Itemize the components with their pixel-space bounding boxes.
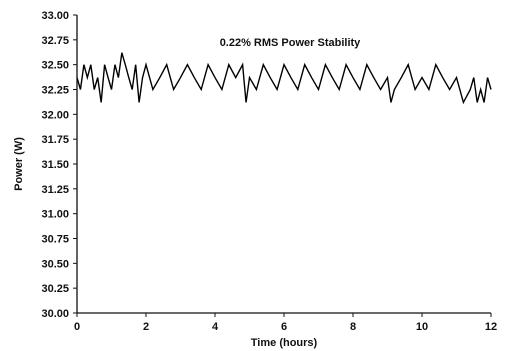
x-tick-label: 4	[212, 321, 219, 333]
y-tick-label: 32.00	[41, 109, 69, 121]
y-tick-label: 30.00	[41, 308, 69, 320]
x-tick-label: 6	[281, 321, 287, 333]
y-tick-label: 33.00	[41, 10, 69, 22]
chart-annotation: 0.22% RMS Power Stability	[220, 37, 361, 49]
x-tick-label: 2	[143, 321, 149, 333]
y-tick-label: 30.50	[41, 258, 69, 270]
y-tick-label: 31.75	[41, 134, 69, 146]
y-tick-label: 31.50	[41, 159, 69, 171]
y-tick-label: 32.50	[41, 60, 69, 72]
y-tick-label: 30.75	[41, 234, 69, 246]
x-tick-label: 10	[416, 321, 428, 333]
x-tick-label: 8	[350, 321, 356, 333]
y-tick-label: 32.25	[41, 85, 69, 97]
y-tick-label: 31.25	[41, 184, 69, 196]
y-axis-ticks: 30.00 30.25 30.50 30.75 31.00 31.25 31.50 31.75…	[41, 10, 77, 320]
y-tick-label: 31.00	[41, 209, 69, 221]
plot-area	[76, 52, 492, 105]
x-tick-label: 12	[485, 321, 497, 333]
y-tick-label: 32.75	[41, 35, 69, 47]
y-axis-label: Power (W)	[13, 137, 25, 191]
y-tick-label: 30.25	[41, 283, 69, 295]
x-axis-label: Time (hours)	[251, 337, 318, 349]
x-axis-ticks: 0 2 4 6 8 10 12	[74, 313, 497, 333]
x-tick-label: 0	[74, 321, 80, 333]
series-line	[76, 52, 492, 105]
